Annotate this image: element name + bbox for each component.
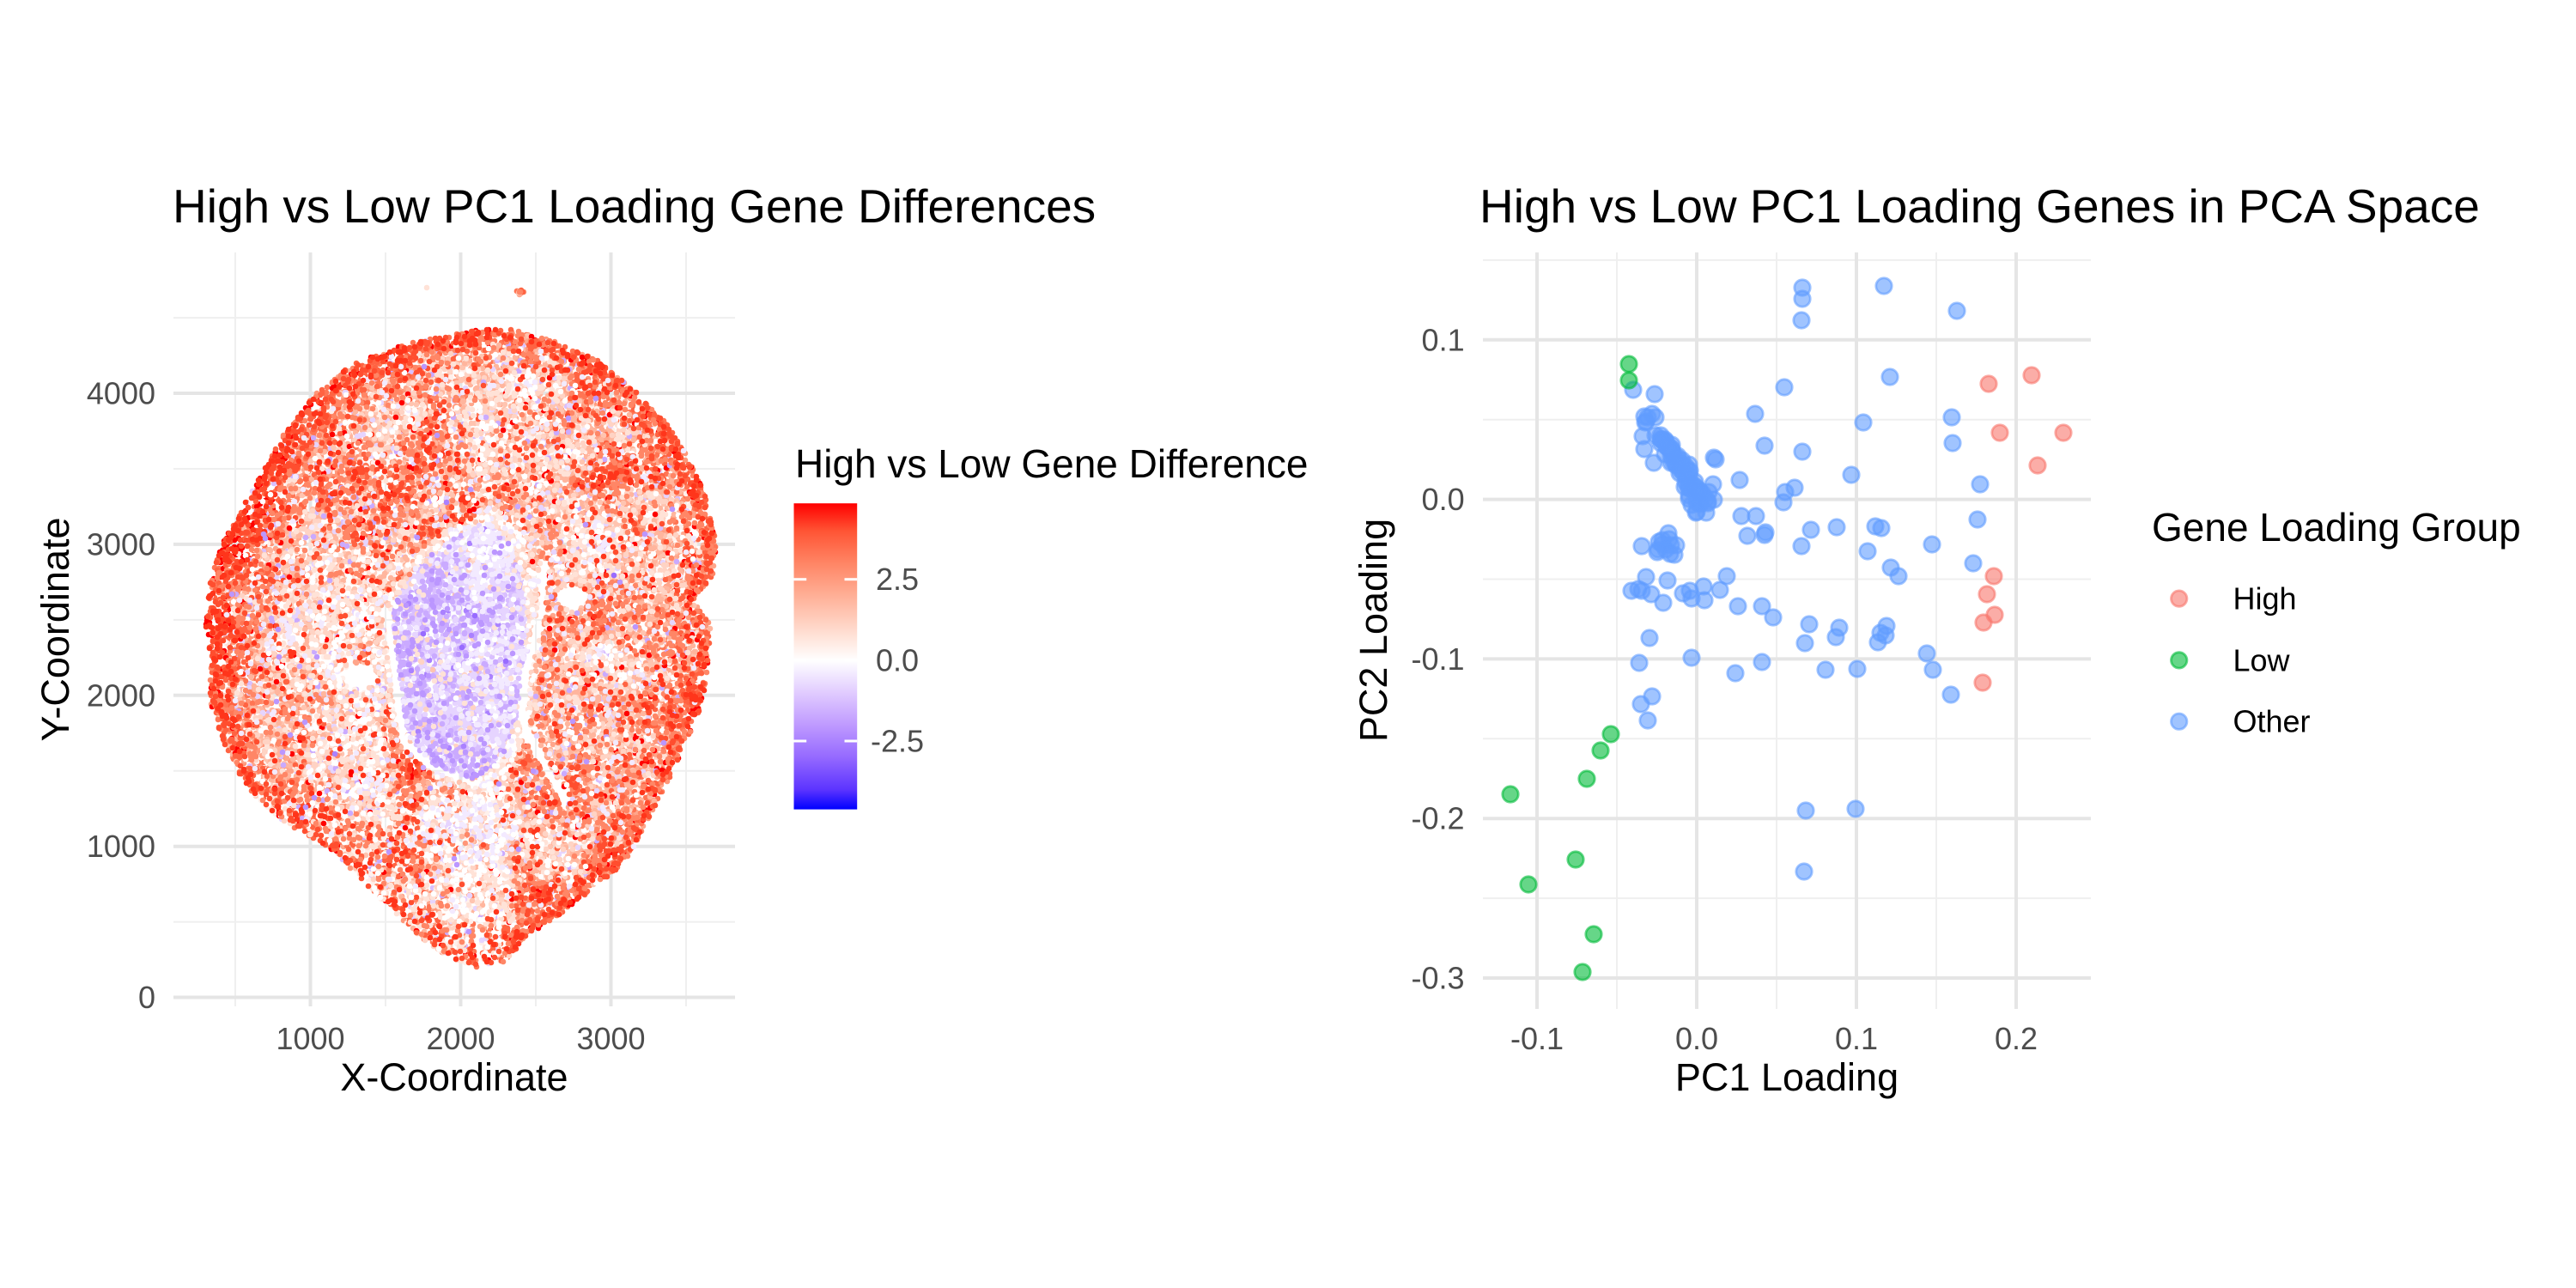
svg-text:2000: 2000 xyxy=(426,1021,495,1056)
svg-text:Y-Coordinate: Y-Coordinate xyxy=(33,517,77,741)
svg-text:PC2 Loading: PC2 Loading xyxy=(1352,519,1395,742)
svg-text:Other: Other xyxy=(2233,704,2311,739)
svg-text:2.5: 2.5 xyxy=(876,562,919,597)
svg-text:High vs Low Gene Difference: High vs Low Gene Difference xyxy=(795,441,1308,486)
svg-text:0.0: 0.0 xyxy=(1422,482,1465,517)
svg-text:0.2: 0.2 xyxy=(1995,1021,2038,1056)
svg-text:0.0: 0.0 xyxy=(876,642,919,677)
svg-text:1000: 1000 xyxy=(87,829,155,864)
svg-text:0: 0 xyxy=(138,980,155,1015)
svg-text:Low: Low xyxy=(2233,642,2291,677)
svg-text:2000: 2000 xyxy=(87,677,155,713)
svg-text:High vs Low PC1 Loading Gene D: High vs Low PC1 Loading Gene Differences xyxy=(173,179,1096,233)
svg-text:-2.5: -2.5 xyxy=(871,724,924,759)
svg-text:0.0: 0.0 xyxy=(1675,1021,1718,1056)
svg-text:-0.2: -0.2 xyxy=(1412,801,1465,836)
svg-text:0.1: 0.1 xyxy=(1422,322,1465,357)
svg-text:X-Coordinate: X-Coordinate xyxy=(340,1055,568,1099)
svg-text:1000: 1000 xyxy=(276,1021,344,1056)
svg-text:Gene Loading Group: Gene Loading Group xyxy=(2152,505,2521,550)
svg-text:High: High xyxy=(2233,581,2297,617)
svg-text:-0.1: -0.1 xyxy=(1412,641,1465,677)
svg-text:0.1: 0.1 xyxy=(1835,1021,1878,1056)
svg-text:-0.1: -0.1 xyxy=(1510,1021,1564,1056)
svg-text:4000: 4000 xyxy=(87,376,155,411)
svg-text:PC1 Loading: PC1 Loading xyxy=(1675,1055,1899,1099)
svg-text:High vs Low PC1 Loading Genes: High vs Low PC1 Loading Genes in PCA Spa… xyxy=(1479,179,2480,233)
svg-text:3000: 3000 xyxy=(87,526,155,562)
svg-text:3000: 3000 xyxy=(576,1021,645,1056)
svg-text:-0.3: -0.3 xyxy=(1412,961,1465,996)
